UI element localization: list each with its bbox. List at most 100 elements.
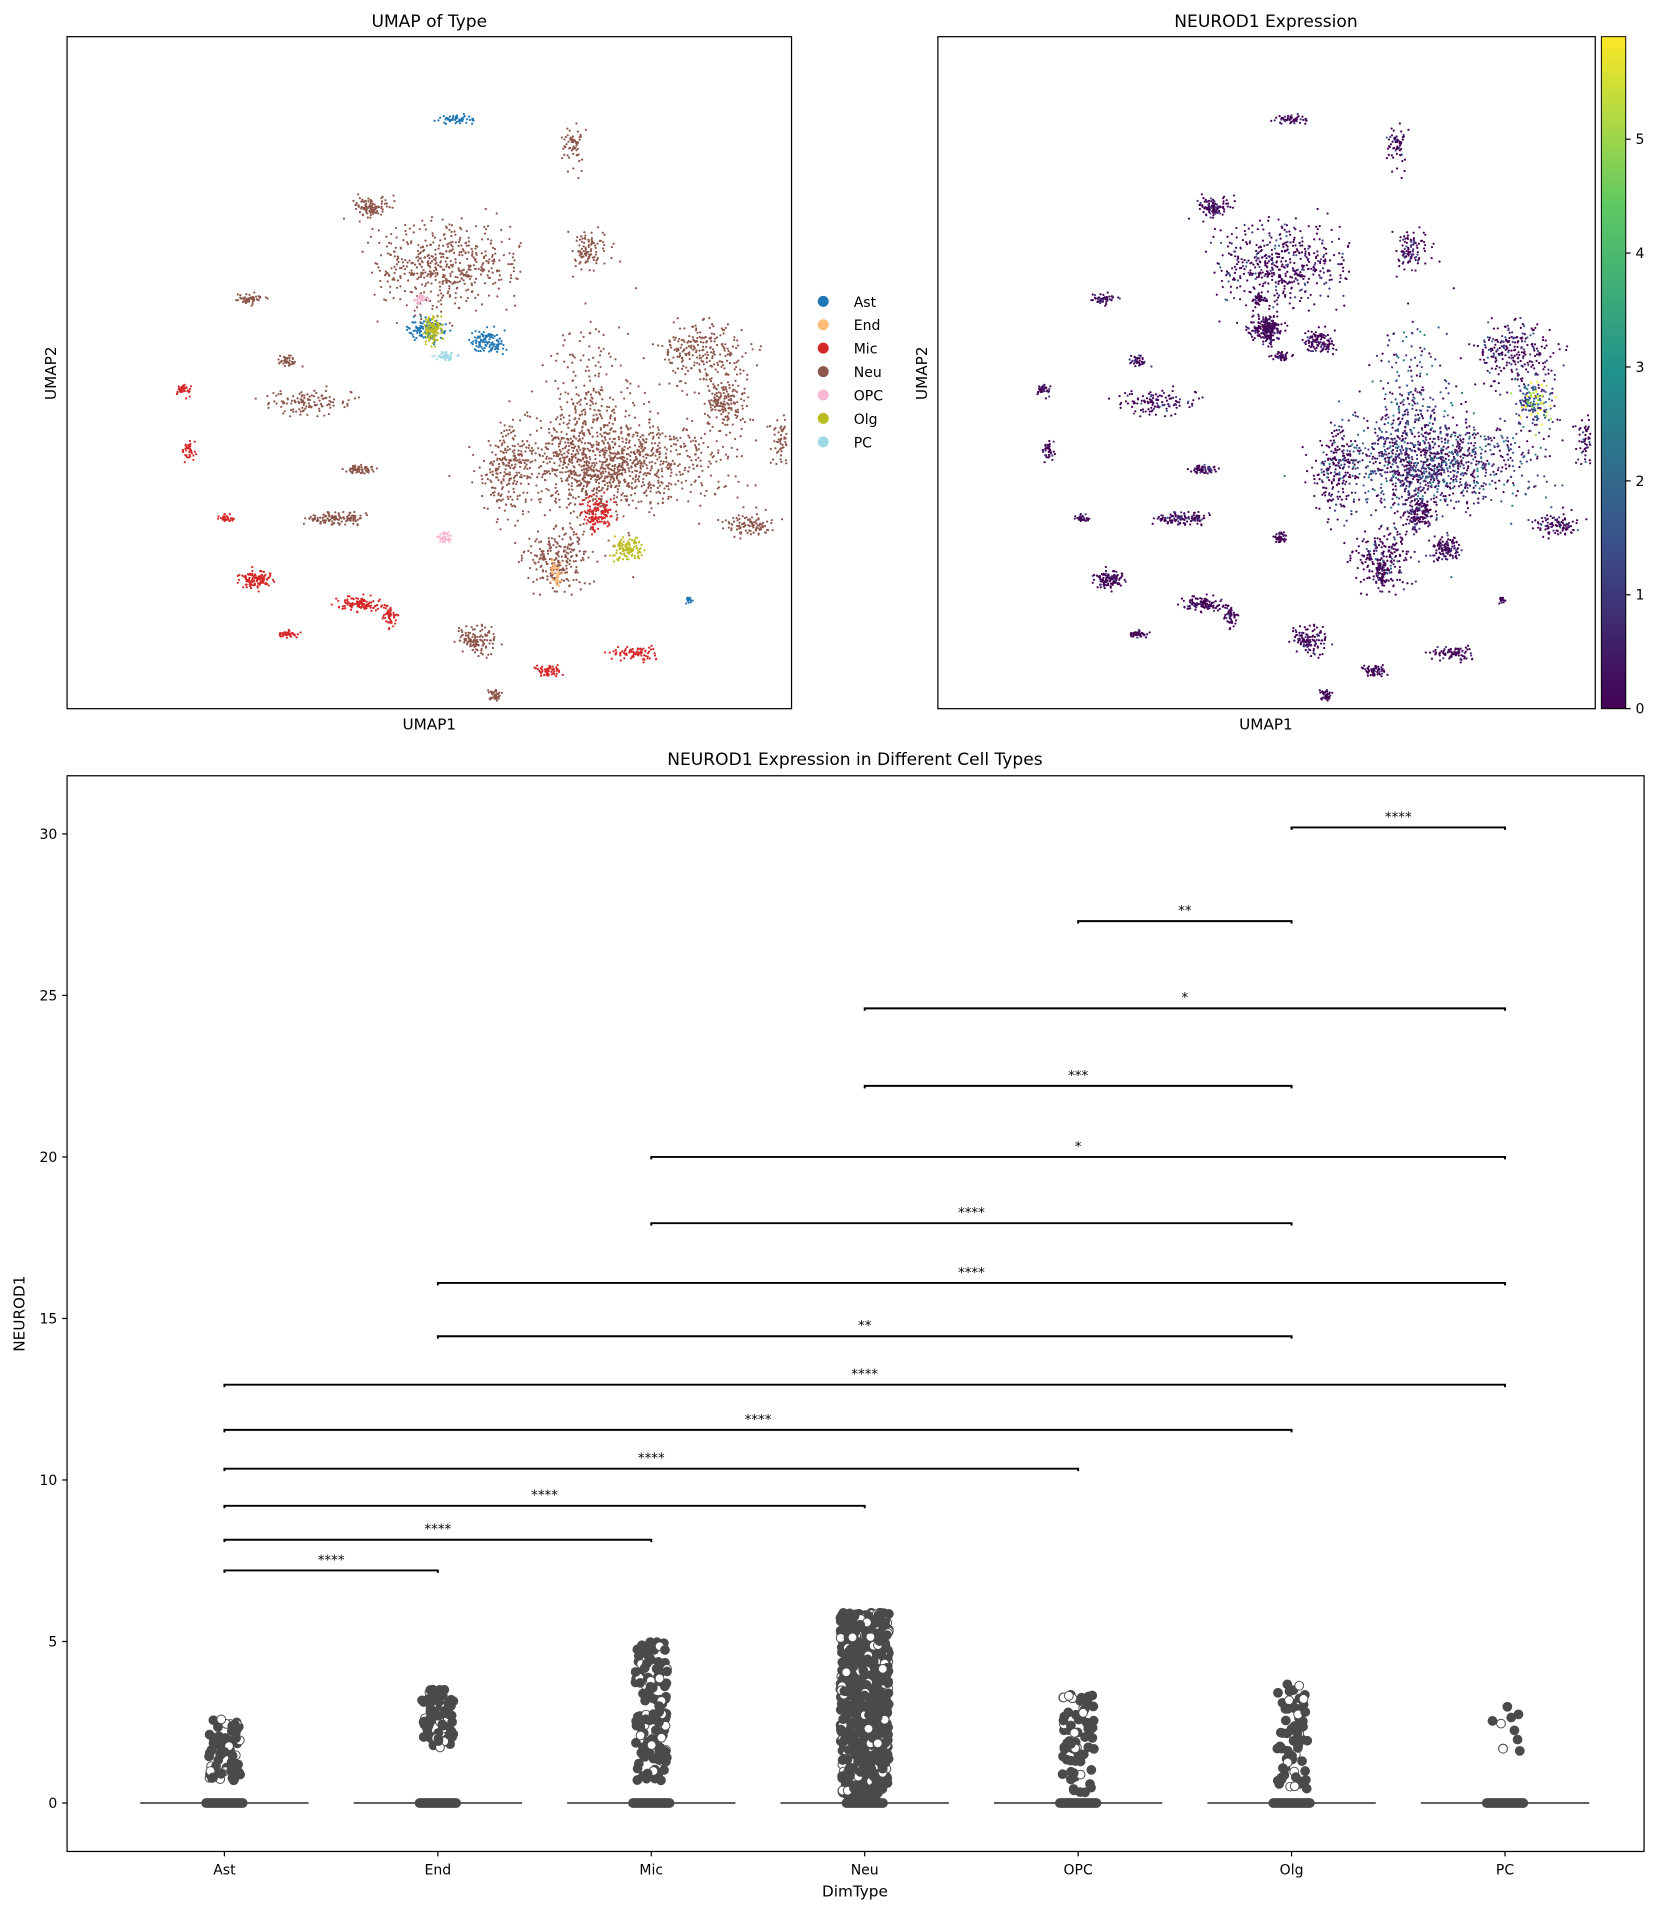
cell-point <box>493 635 496 639</box>
cell-point <box>484 645 488 648</box>
cell-point <box>450 249 453 252</box>
cell-point <box>390 267 393 270</box>
cell-point <box>698 335 701 339</box>
cell-point <box>567 483 570 486</box>
cell-point <box>550 537 554 540</box>
cell-point <box>645 494 648 497</box>
cell-point <box>217 515 220 518</box>
cell-point <box>264 582 267 585</box>
cell-point <box>700 436 703 440</box>
cell-point <box>555 581 558 584</box>
cell-point <box>727 474 730 477</box>
cell-point <box>587 469 590 472</box>
cell-point <box>678 463 681 466</box>
cell-point <box>399 276 402 280</box>
cell-point <box>308 395 311 398</box>
cell-point <box>566 450 569 453</box>
cell-point <box>673 338 676 341</box>
cell-point <box>575 149 578 152</box>
cell-point <box>698 354 701 357</box>
cell-point <box>379 254 383 257</box>
cell-point <box>449 281 452 284</box>
cell-point <box>494 453 497 456</box>
cell-point <box>437 244 441 247</box>
cell-point <box>508 237 511 241</box>
cell-point <box>477 293 480 296</box>
cell-point <box>507 461 510 464</box>
cell-point <box>295 410 298 413</box>
cell-point <box>424 228 427 231</box>
cell-point <box>536 475 539 479</box>
cell-point <box>547 489 550 492</box>
cell-point <box>661 501 664 504</box>
cell-point <box>536 667 540 671</box>
cell-point <box>595 419 599 422</box>
cell-point <box>576 402 579 405</box>
cell-point <box>467 236 470 239</box>
cell-point <box>656 448 660 451</box>
cell-point <box>248 576 251 580</box>
cell-point <box>297 400 300 403</box>
cell-point <box>321 516 324 519</box>
cell-point <box>698 475 701 479</box>
cell-point <box>448 250 451 253</box>
cell-point <box>538 593 542 596</box>
cell-point <box>693 391 696 394</box>
cell-point <box>416 331 419 334</box>
cell-point <box>442 244 445 247</box>
cell-point <box>766 425 769 428</box>
cell-point <box>506 448 509 452</box>
cell-point <box>302 401 306 404</box>
cell-point <box>627 453 630 456</box>
cell-point <box>570 593 573 596</box>
cell-point <box>471 635 474 639</box>
cell-point <box>424 284 427 288</box>
cell-point <box>609 468 612 471</box>
cell-point <box>626 645 629 649</box>
cell-point <box>422 336 425 339</box>
cell-point <box>647 400 651 404</box>
cell-point <box>582 477 585 480</box>
cell-point <box>644 472 647 475</box>
cell-point <box>733 338 736 342</box>
cell-point <box>688 357 691 361</box>
cell-point <box>523 459 527 462</box>
cell-point <box>566 557 569 560</box>
cell-point <box>393 278 396 281</box>
cell-point <box>570 484 573 488</box>
cell-point <box>689 490 692 494</box>
cell-point <box>389 285 392 288</box>
cell-point <box>540 670 543 674</box>
cell-point <box>732 520 736 523</box>
cell-point <box>429 330 432 333</box>
cell-point <box>613 535 616 538</box>
cell-point <box>299 631 302 634</box>
cell-point <box>587 509 590 512</box>
cell-point <box>538 669 541 672</box>
cell-point <box>473 645 476 649</box>
cell-point <box>757 533 760 536</box>
cell-point <box>586 481 589 484</box>
cell-point <box>499 421 502 424</box>
cell-point <box>501 353 504 356</box>
cell-point <box>588 461 591 465</box>
cell-point <box>421 327 425 330</box>
cell-point <box>487 270 490 273</box>
cell-point <box>587 358 590 361</box>
cell-point <box>448 474 451 478</box>
cell-point <box>319 522 322 525</box>
cell-point <box>457 630 460 633</box>
cell-point <box>388 273 391 276</box>
cell-point <box>711 408 714 411</box>
cell-point <box>384 607 388 610</box>
cell-point <box>587 496 590 499</box>
cell-point <box>579 431 582 434</box>
cell-point <box>624 415 627 418</box>
cell-point <box>283 359 286 362</box>
cell-point <box>625 557 629 561</box>
cell-point <box>494 487 497 490</box>
cell-point <box>658 450 661 453</box>
cell-point <box>731 345 735 348</box>
cell-point <box>712 383 715 386</box>
cell-point <box>697 448 700 451</box>
